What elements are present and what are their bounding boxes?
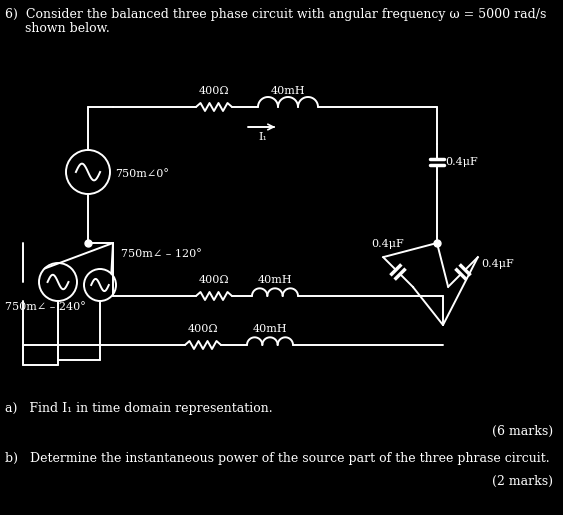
Text: shown below.: shown below.	[5, 22, 110, 35]
Text: b)   Determine the instantaneous power of the source part of the three phrase ci: b) Determine the instantaneous power of …	[5, 452, 549, 465]
Text: 0.4μF: 0.4μF	[372, 239, 404, 249]
Text: 40mH: 40mH	[253, 324, 287, 334]
Text: 40mH: 40mH	[271, 86, 305, 96]
Text: 40mH: 40mH	[258, 275, 292, 285]
Text: 0.4μF: 0.4μF	[481, 259, 514, 269]
Text: (2 marks): (2 marks)	[492, 475, 553, 488]
Text: 750m∠0°: 750m∠0°	[115, 169, 169, 179]
Text: 400Ω: 400Ω	[187, 324, 218, 334]
Text: (6 marks): (6 marks)	[492, 425, 553, 438]
Text: 6)  Consider the balanced three phase circuit with angular frequency ω = 5000 ra: 6) Consider the balanced three phase cir…	[5, 8, 546, 21]
Text: 400Ω: 400Ω	[199, 275, 229, 285]
Text: 750m∠ – 120°: 750m∠ – 120°	[121, 249, 202, 259]
Text: a)   Find I₁ in time domain representation.: a) Find I₁ in time domain representation…	[5, 402, 272, 415]
Text: I₁: I₁	[258, 132, 267, 142]
Text: 0.4μF: 0.4μF	[445, 157, 478, 167]
Text: 400Ω: 400Ω	[199, 86, 229, 96]
Text: 750m∠ – 240°: 750m∠ – 240°	[5, 302, 86, 312]
